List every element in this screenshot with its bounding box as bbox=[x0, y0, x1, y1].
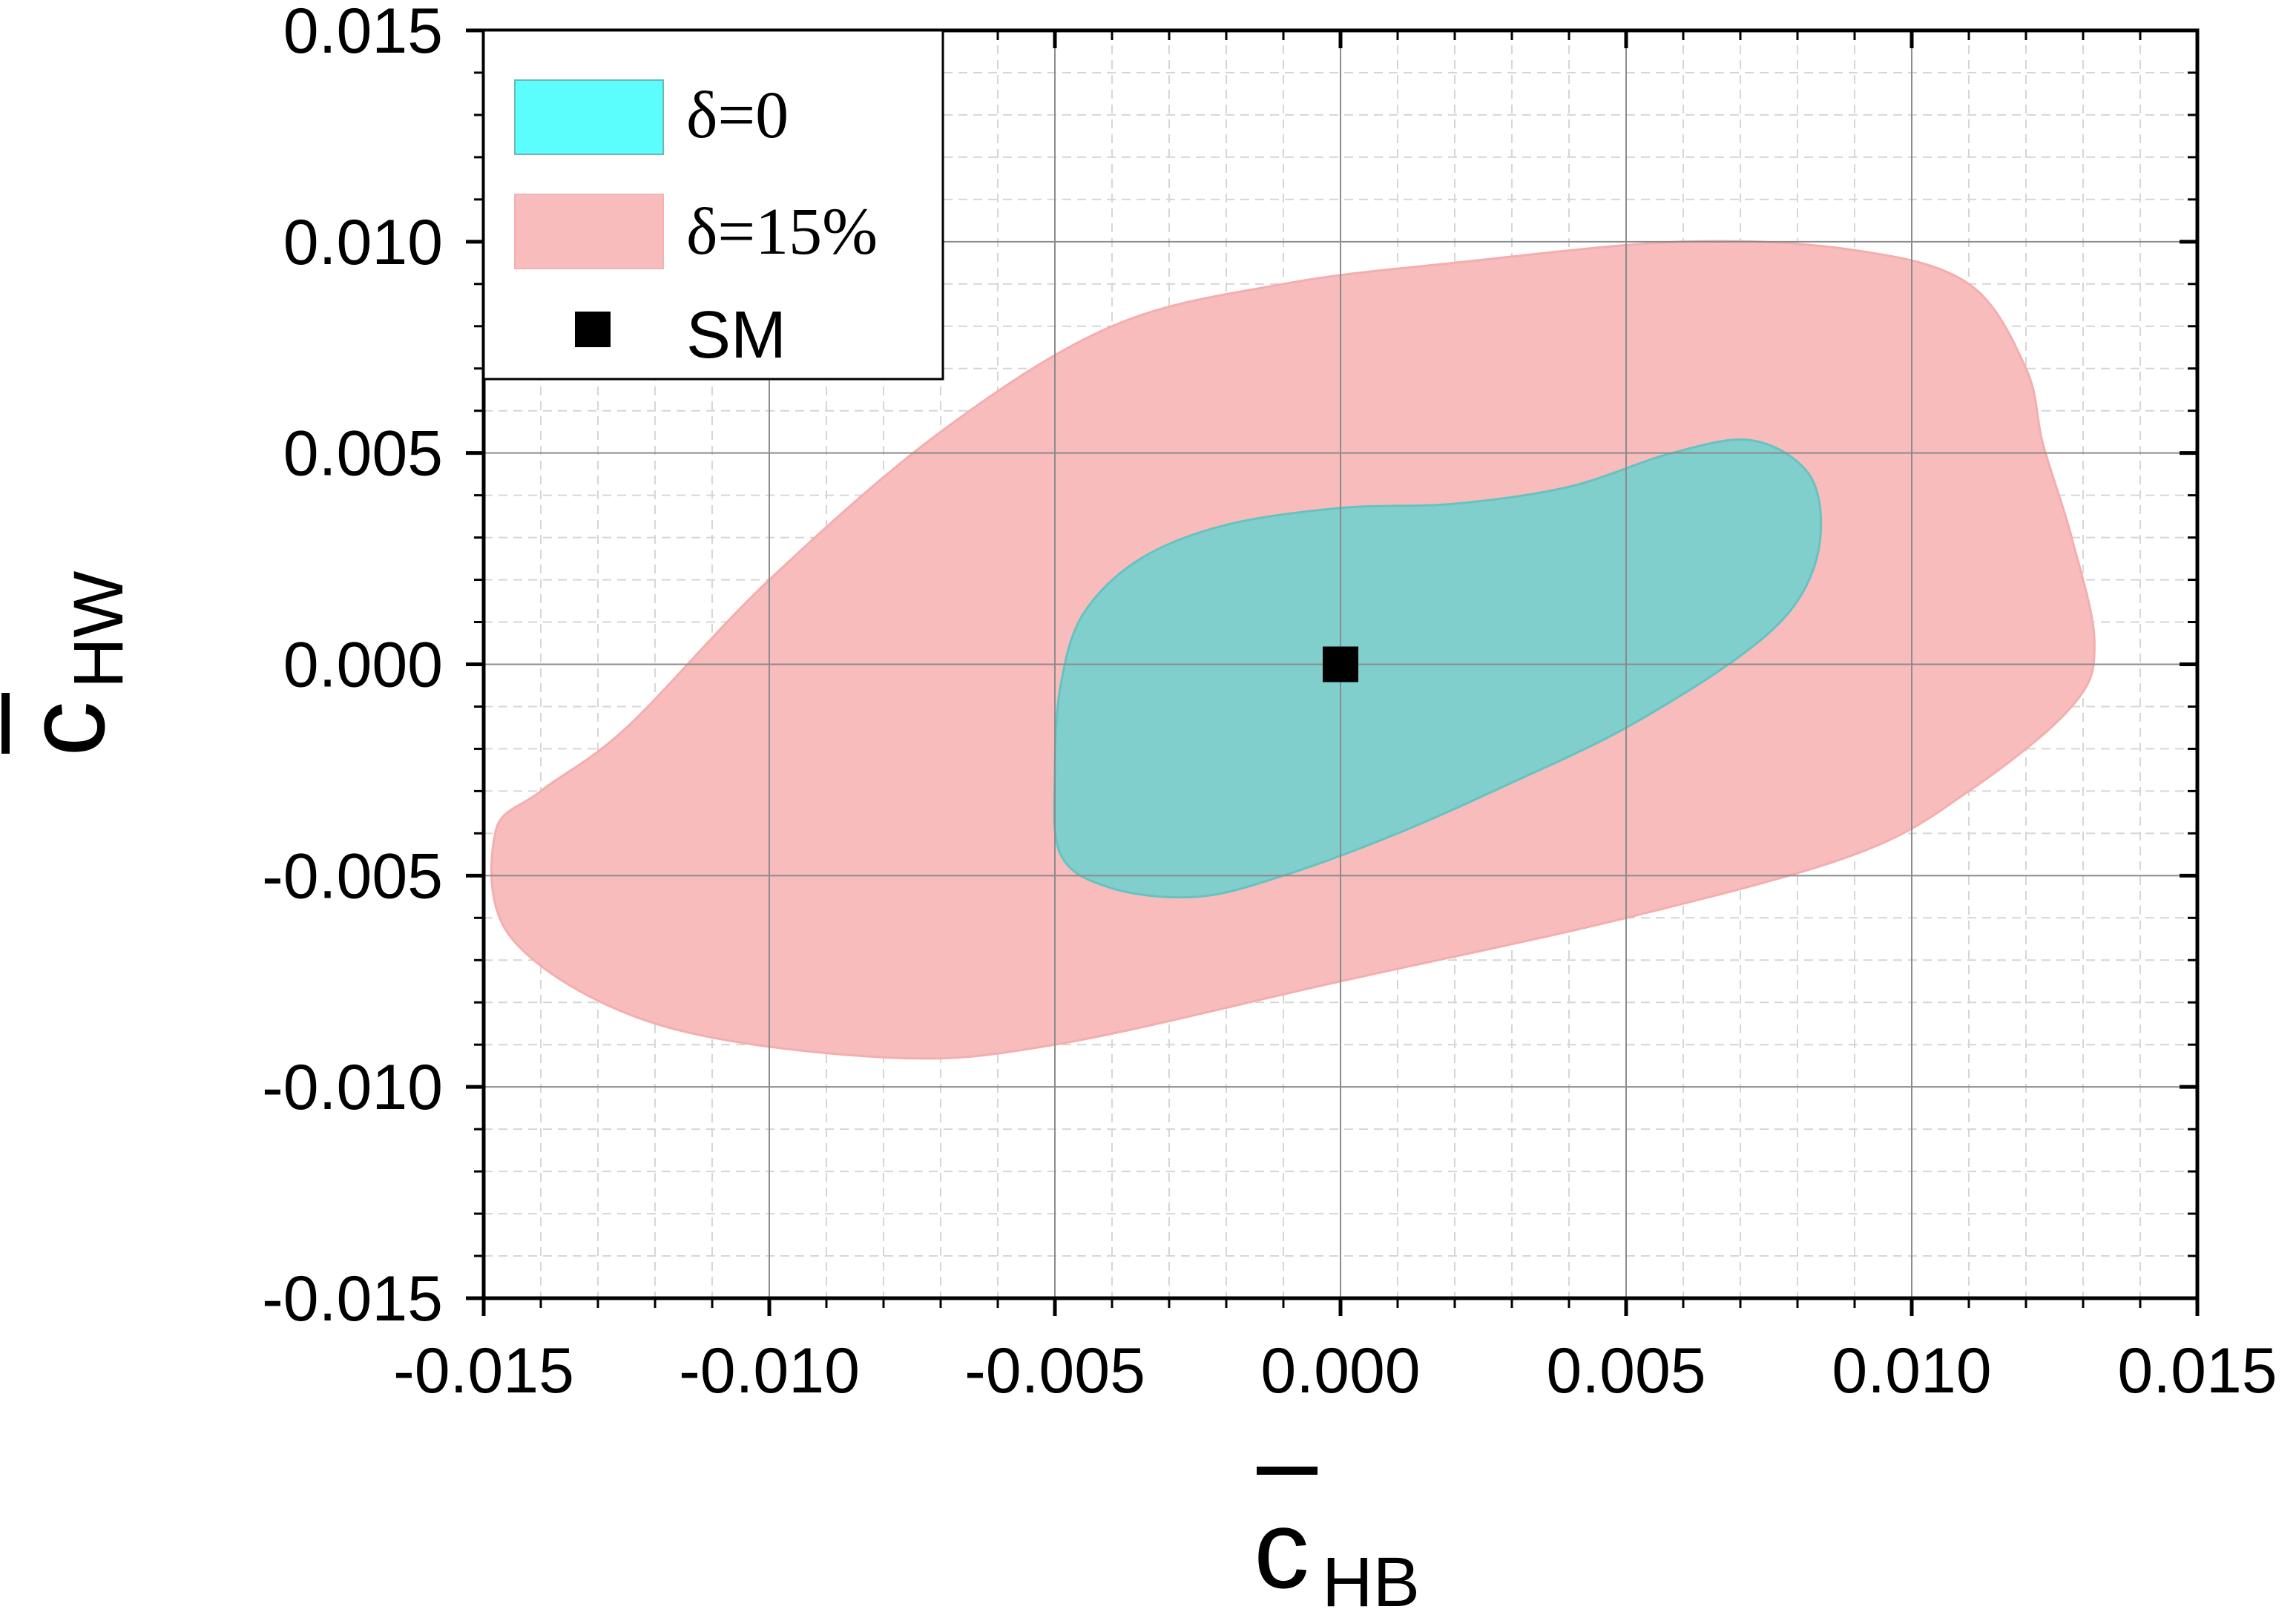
region-delta0 bbox=[1053, 438, 1823, 899]
sm-point bbox=[1323, 646, 1358, 682]
legend: δ=0 δ=15% SM bbox=[482, 29, 944, 381]
x-tick-label: 0.010 bbox=[1832, 1335, 1991, 1407]
x-axis-label-subscript: HB bbox=[1322, 1543, 1420, 1612]
legend-swatch-delta15 bbox=[514, 194, 664, 269]
y-axis-label-symbol: c bbox=[3, 701, 128, 757]
legend-marker-sm bbox=[575, 312, 611, 347]
y-tick-label: -0.010 bbox=[262, 1052, 443, 1123]
x-axis-label: c HB bbox=[1254, 1467, 1420, 1612]
tick-labels: -0.015 -0.010 -0.005 0.000 0.005 0.010 0.015 -0… bbox=[262, 0, 2277, 1407]
x-tick-label: -0.005 bbox=[964, 1335, 1145, 1407]
y-tick-label: -0.015 bbox=[262, 1263, 443, 1335]
ticks bbox=[466, 28, 2200, 1316]
y-axis-label-overbar bbox=[1, 693, 10, 754]
y-tick-label: -0.005 bbox=[262, 840, 443, 912]
x-tick-label: 0.005 bbox=[1546, 1335, 1705, 1407]
x-axis-label-overbar bbox=[1257, 1467, 1318, 1475]
y-axis-label: c HW bbox=[1, 570, 138, 757]
y-tick-label: 0.015 bbox=[283, 0, 443, 67]
x-tick-label: 0.000 bbox=[1260, 1335, 1420, 1407]
y-tick-label: 0.005 bbox=[283, 418, 443, 490]
x-tick-label: -0.015 bbox=[393, 1335, 574, 1407]
legend-swatch-delta0 bbox=[514, 79, 664, 155]
legend-label-delta0: δ=0 bbox=[686, 79, 789, 152]
x-axis-label-symbol: c bbox=[1254, 1487, 1309, 1611]
regions bbox=[490, 240, 2096, 1060]
legend-label-sm: SM bbox=[686, 298, 786, 372]
y-tick-label: 0.000 bbox=[283, 630, 443, 701]
y-axis-label-subscript: HW bbox=[59, 570, 138, 688]
x-tick-label: 0.015 bbox=[2117, 1335, 2277, 1407]
legend-label-delta15: δ=15% bbox=[686, 195, 878, 269]
points bbox=[1323, 646, 1358, 682]
x-tick-label: -0.010 bbox=[679, 1335, 860, 1407]
y-tick-label: 0.010 bbox=[283, 207, 443, 278]
